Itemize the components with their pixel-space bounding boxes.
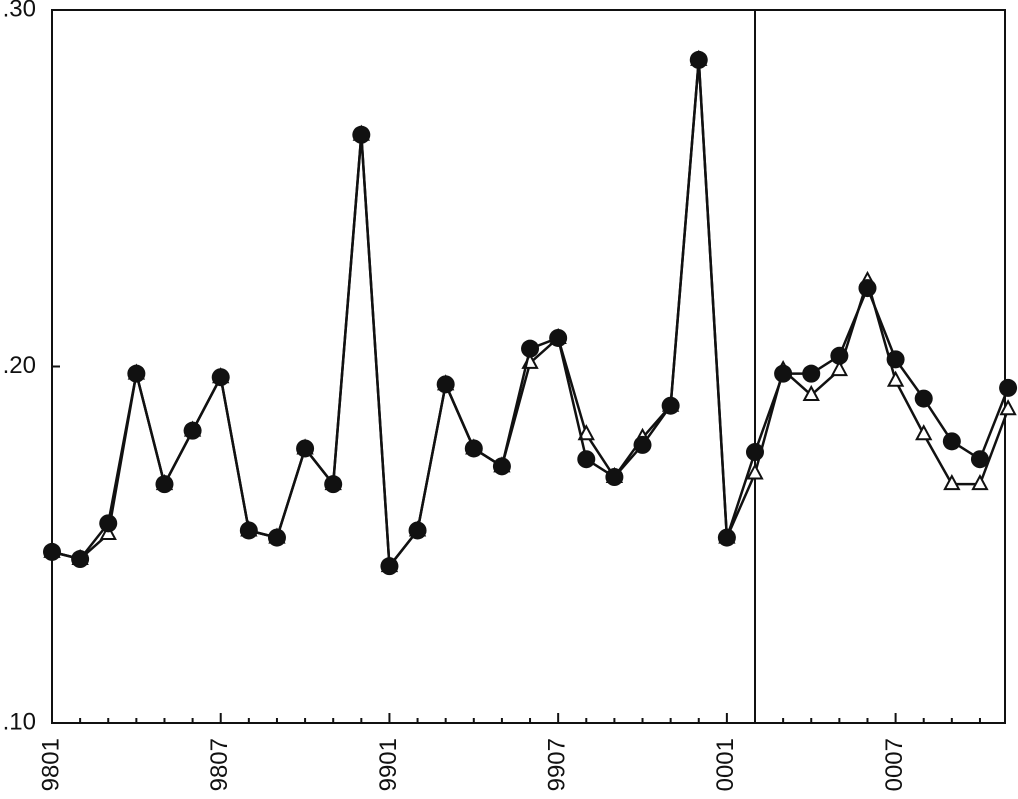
triangle-marker [99,523,117,541]
circle-marker [886,350,905,369]
circle-marker [436,375,455,394]
circle-marker [464,439,483,458]
y-tick-label: .10 [3,708,36,735]
circle-marker [830,346,849,365]
circle-marker [717,528,736,547]
circle-marker [970,450,989,469]
circle-marker [183,421,202,440]
circle-marker [746,443,764,462]
circle-marker [605,468,624,487]
series-line [51,59,1010,570]
circle-marker [43,542,61,561]
circle-marker [127,364,146,383]
circle-marker [492,457,511,476]
circle-marker [324,475,343,494]
triangle-marker [999,399,1017,416]
series-line [51,59,1010,570]
circle-marker [71,550,90,569]
circle-marker [633,435,652,454]
y-tick-label: .30 [3,0,36,22]
x-tick-label: 9807 [206,738,233,791]
circle-marker [999,378,1018,397]
x-tick-label: 0001 [712,738,739,791]
circle-marker [521,339,540,358]
circle-marker [858,279,877,298]
circle-marker [661,396,680,415]
circle-marker [352,125,371,144]
triangle-marker [802,384,820,402]
x-tick-label: 9801 [37,738,64,791]
circle-marker [914,389,933,408]
triangle-marker [746,463,764,480]
circle-marker [408,521,427,540]
triangle-marker [971,474,989,491]
circle-marker [380,557,399,576]
circle-marker [211,368,230,387]
triangle-marker [577,424,595,441]
circle-marker [774,364,793,383]
circle-marker [239,521,258,540]
x-tick-label: 9907 [544,738,571,791]
circle-marker [689,50,708,69]
triangle-marker [915,424,933,441]
triangle-marker [886,370,905,387]
circle-marker [942,432,961,451]
circle-marker [802,364,821,383]
y-tick-label: .20 [3,352,36,379]
x-tick-label: 9901 [375,738,402,791]
circle-marker [577,450,596,469]
circle-marker [267,528,286,547]
triangle-marker [943,474,961,491]
circle-marker [155,475,174,494]
x-tick-label: 0007 [881,738,908,791]
triangle-marker [830,359,849,377]
circle-marker [99,514,118,533]
circle-marker [296,439,315,458]
circle-marker [549,328,568,347]
